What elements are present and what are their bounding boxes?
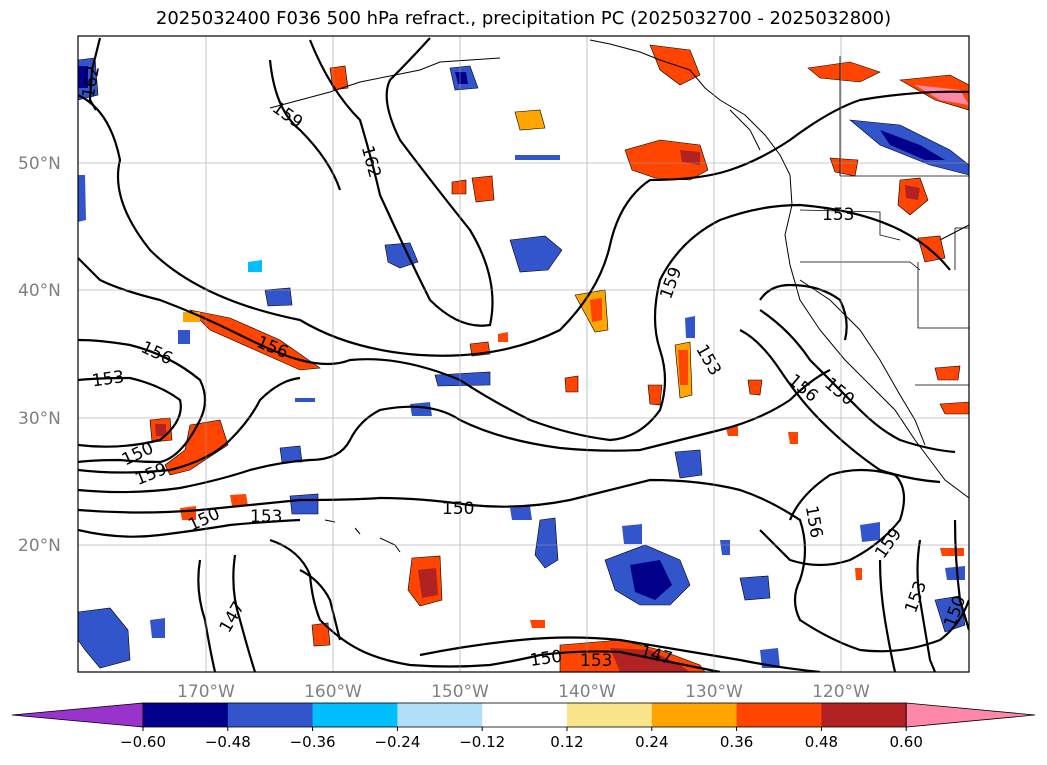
colorbar-extend-max — [905, 702, 1036, 728]
contour-label: 153 — [250, 507, 282, 527]
y-tick-label: 20°N — [18, 536, 61, 556]
colorbar-tick-label: 0.60 — [889, 733, 922, 751]
colorbar-tick-label: −0.24 — [374, 733, 420, 751]
colorbar-tick-label: −0.12 — [459, 733, 505, 751]
contour-label: 153 — [91, 367, 126, 391]
y-axis-labels: 50°N 40°N 30°N 20°N — [18, 154, 61, 556]
colorbar-segment — [227, 703, 314, 727]
colorbar-tick-label: −0.60 — [120, 733, 166, 751]
colorbar-tick-label: 0.12 — [550, 733, 583, 751]
y-tick-label: 30°N — [18, 409, 61, 429]
map-title: 2025032400 F036 500 hPa refract., precip… — [155, 8, 892, 29]
x-axis-labels: 170°W 160°W 150°W 140°W 130°W 120°W — [177, 682, 870, 702]
colorbar-segment — [397, 703, 483, 727]
graticule — [78, 36, 969, 672]
y-tick-label: 40°N — [18, 281, 61, 301]
x-tick-label: 170°W — [177, 682, 235, 702]
y-tick-label: 50°N — [18, 154, 61, 174]
colorbar-tick-label: 0.48 — [805, 733, 838, 751]
colorbar-segment — [567, 703, 653, 727]
colorbar-tick-label: −0.36 — [290, 733, 336, 751]
colorbar-tick-label: 0.24 — [635, 733, 668, 751]
contour-label: 153 — [822, 205, 854, 225]
contour-label: 153 — [580, 651, 612, 671]
x-tick-label: 140°W — [558, 682, 616, 702]
colorbar-segment — [312, 703, 398, 727]
colorbar-segment — [482, 703, 568, 727]
plot-frame — [77, 35, 970, 673]
colorbar-extend-min — [11, 702, 144, 728]
colorbar-segment — [736, 703, 822, 727]
x-tick-label: 150°W — [431, 682, 489, 702]
contour-label: 150 — [529, 647, 564, 671]
precip-shading — [78, 44, 969, 672]
colorbar-segment — [821, 703, 907, 727]
colorbar-segment — [651, 703, 738, 727]
x-tick-label: 160°W — [304, 682, 362, 702]
colorbar: −0.60 −0.48 −0.36 −0.24 −0.12 0.12 0.24 0.36 0.4… — [11, 702, 1036, 751]
x-tick-label: 120°W — [812, 682, 870, 702]
contour-label: 150 — [442, 499, 474, 519]
refract-contours — [78, 37, 969, 672]
colorbar-tick-label: −0.48 — [205, 733, 251, 751]
colorbar-tick-label: 0.36 — [720, 733, 753, 751]
plot-area — [78, 36, 969, 672]
colorbar-segment — [143, 703, 229, 727]
x-tick-label: 130°W — [685, 682, 743, 702]
